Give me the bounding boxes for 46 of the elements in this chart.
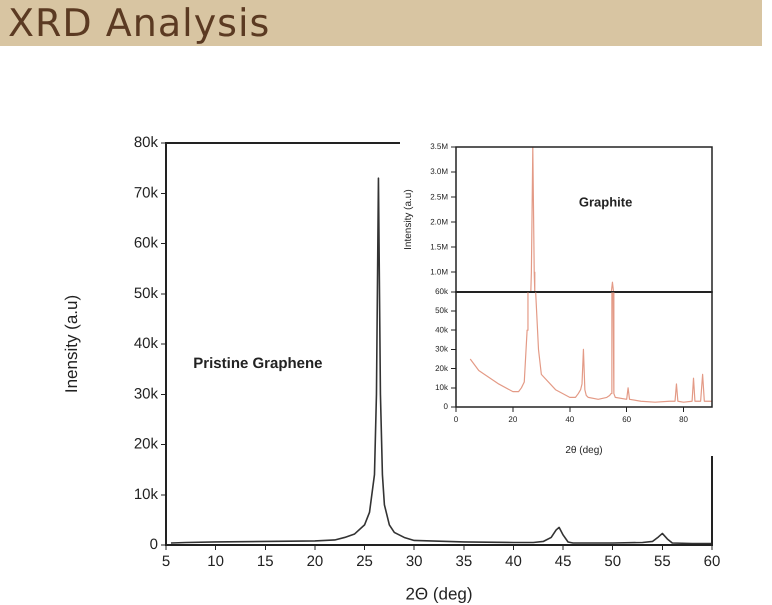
- y-tick-label: 0: [444, 402, 449, 412]
- x-axis-title: 2Θ (deg): [405, 584, 473, 604]
- x-tick-label: 40: [505, 553, 522, 570]
- y-tick-label: 50k: [435, 306, 449, 316]
- x-tick-label: 0: [454, 415, 459, 424]
- chart-title: XRD Analysis: [8, 1, 270, 45]
- y-tick-label: 1.5M: [430, 242, 448, 252]
- y-tick-label: 10k: [134, 486, 158, 503]
- y-tick-label: 40k: [134, 335, 158, 352]
- text: Pristine Graphene: [193, 355, 323, 372]
- y-tick-label: 60k: [435, 287, 449, 296]
- y-tick-label: 3.0M: [430, 167, 448, 176]
- x-tick-label: 40: [565, 415, 575, 424]
- y-tick-label: 70k: [134, 184, 158, 202]
- y-tick-label: 20k: [435, 364, 449, 373]
- x-tick-label: 25: [356, 553, 373, 570]
- x-tick-label: 60: [622, 415, 632, 424]
- y-tick-label: 60k: [134, 234, 158, 252]
- x-tick-label: 30: [406, 553, 423, 570]
- x-tick-label: 20: [306, 553, 324, 570]
- y-tick-label: 20k: [134, 436, 158, 453]
- x-tick-label: 15: [256, 553, 274, 570]
- y-tick-label: 1.0M: [430, 267, 448, 276]
- y-tick-label: 30k: [134, 385, 158, 402]
- y-tick-label: 3.5M: [430, 142, 448, 152]
- x-tick-label: 10: [207, 553, 224, 570]
- x-tick-label: 20: [508, 415, 518, 424]
- y-tick-label: 30k: [435, 344, 449, 354]
- y-tick-label: 50k: [134, 284, 158, 302]
- y-tick-label: 10k: [435, 383, 449, 392]
- x-tick-label: 45: [554, 553, 572, 570]
- x-tick-label: 50: [604, 553, 622, 570]
- x-tick-label: 5: [162, 553, 170, 570]
- y-tick-label: 0: [150, 536, 158, 554]
- y-axis-title: Inensity (a.u): [62, 294, 81, 394]
- x-tick-label: 55: [654, 553, 671, 570]
- y-tick-label: 2.0M: [430, 217, 448, 226]
- x-axis-title: 2θ (deg): [565, 444, 603, 456]
- x-tick-label: 80: [679, 415, 689, 424]
- x-tick-label: 60: [704, 553, 720, 570]
- y-axis-title: Intensity (a.u): [402, 189, 414, 250]
- y-tick-label: 80k: [134, 134, 158, 152]
- text: Graphite: [578, 194, 632, 210]
- y-tick-label: 40k: [435, 325, 449, 334]
- x-tick-label: 35: [455, 553, 472, 570]
- y-tick-label: 2.5M: [430, 192, 448, 202]
